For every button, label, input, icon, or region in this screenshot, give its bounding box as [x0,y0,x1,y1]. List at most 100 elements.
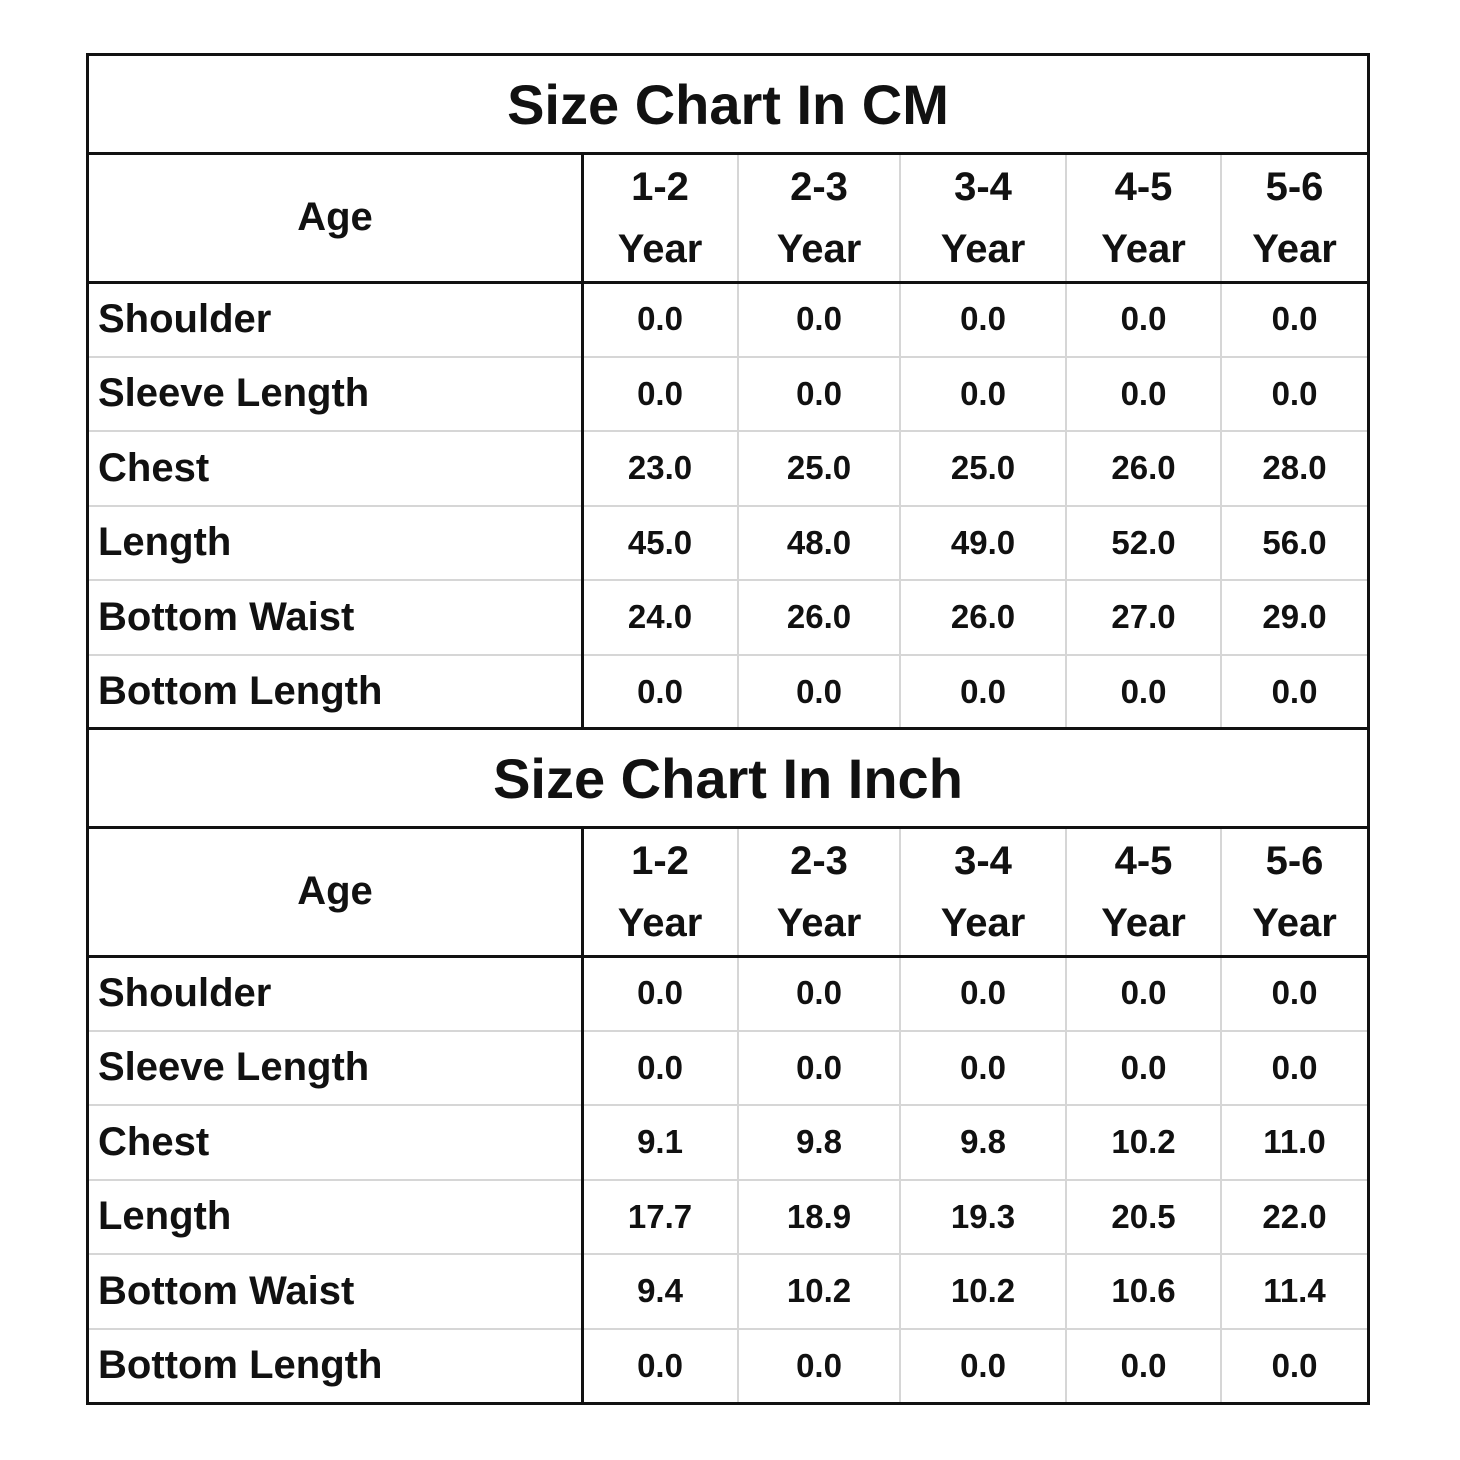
row-label: Bottom Length [98,1343,383,1388]
value-cell: 0.0 [1271,374,1318,412]
border [86,281,1370,284]
row-divider [88,653,1368,656]
value-cell: 0.0 [796,974,842,1012]
border [86,1402,1370,1405]
value-cell: 0.0 [637,974,683,1012]
value-cell: 52.0 [1111,523,1176,561]
table-title: Size Chart In CM [507,72,949,136]
row-label: Length [98,520,232,565]
value-cell: 20.5 [1111,1197,1176,1235]
column-header: 4-5 Year [1101,838,1186,945]
row-label: Sleeve Length [98,371,370,416]
border [86,955,1370,958]
value-cell: 18.9 [786,1197,852,1235]
column-divider [1220,153,1222,729]
row-divider [88,579,1368,581]
row-label: Bottom Waist [98,594,355,639]
value-cell: 0.0 [960,1346,1006,1384]
column-divider [737,153,739,729]
value-cell: 10.2 [950,1272,1016,1310]
value-cell: 49.0 [950,523,1016,561]
value-cell: 0.0 [960,374,1006,412]
column-header: 5-6 Year [1252,838,1337,945]
value-cell: 0.0 [1120,1048,1167,1086]
value-cell: 0.0 [796,1346,842,1384]
value-cell: 26.0 [1111,449,1176,487]
border [581,153,584,729]
row-divider [88,1327,1368,1330]
border [581,827,584,1403]
column-header: 1-2 Year [617,838,703,945]
value-cell: 0.0 [637,672,683,710]
row-label: Chest [98,1119,210,1164]
row-divider [88,430,1368,432]
value-cell: 0.0 [1120,672,1167,710]
value-cell: 0.0 [960,300,1006,338]
row-label: Chest [98,445,210,490]
value-cell: 25.0 [786,449,852,487]
value-cell: 56.0 [1262,523,1327,561]
row-label: Shoulder [98,296,272,341]
row-label: Length [98,1194,232,1239]
value-cell: 27.0 [1111,598,1176,636]
column-divider [737,827,739,1403]
column-header: 1-2 Year [617,164,703,271]
value-cell: 10.2 [786,1272,852,1310]
value-cell: 9.8 [960,1123,1006,1161]
value-cell: 26.0 [950,598,1016,636]
border [1367,53,1370,1405]
column-divider [899,153,901,729]
value-cell: 0.0 [796,300,842,338]
row-divider [88,355,1368,358]
table-title: Size Chart In Inch [493,746,963,810]
value-cell: 0.0 [1120,374,1167,412]
column-header: 2-3 Year [776,164,862,271]
value-cell: 17.7 [627,1197,693,1235]
value-cell: 45.0 [627,523,693,561]
value-cell: 0.0 [796,374,842,412]
column-header: 4-5 Year [1101,164,1186,271]
value-cell: 9.8 [796,1123,842,1161]
header-label: Age [297,869,373,913]
border [86,53,89,1405]
value-cell: 23.0 [627,449,693,487]
value-cell: 0.0 [637,1346,683,1384]
border [86,826,1370,829]
column-header: 3-4 Year [940,164,1026,271]
value-cell: 29.0 [1262,598,1327,636]
row-label: Bottom Waist [98,1268,355,1313]
column-divider [1065,827,1067,1403]
value-cell: 0.0 [960,672,1006,710]
value-cell: 0.0 [637,374,683,412]
value-cell: 22.0 [1262,1197,1327,1235]
row-label: Sleeve Length [98,1045,370,1090]
column-header: 2-3 Year [776,838,862,945]
column-divider [899,827,901,1403]
column-divider [1065,153,1067,729]
row-divider [88,1178,1368,1181]
value-cell: 0.0 [1271,1048,1318,1086]
row-label: Shoulder [98,970,272,1015]
value-cell: 0.0 [637,1048,683,1086]
value-cell: 24.0 [627,598,693,636]
value-cell: 0.0 [796,1048,842,1086]
row-divider [88,1029,1368,1032]
value-cell: 19.3 [950,1197,1016,1235]
value-cell: 0.0 [796,672,842,710]
border [86,53,1370,56]
value-cell: 25.0 [950,449,1016,487]
value-cell: 0.0 [1120,974,1167,1012]
row-divider [88,1104,1368,1106]
value-cell: 0.0 [1271,300,1318,338]
value-cell: 48.0 [786,523,852,561]
row-divider [88,1253,1368,1255]
row-divider [88,504,1368,507]
value-cell: 10.6 [1111,1272,1176,1310]
value-cell: 0.0 [1271,672,1318,710]
value-cell: 9.4 [637,1272,683,1310]
row-label: Bottom Length [98,669,383,714]
column-header: 3-4 Year [940,838,1026,945]
column-divider [1220,827,1222,1403]
value-cell: 0.0 [1120,300,1167,338]
value-cell: 26.0 [786,598,852,636]
